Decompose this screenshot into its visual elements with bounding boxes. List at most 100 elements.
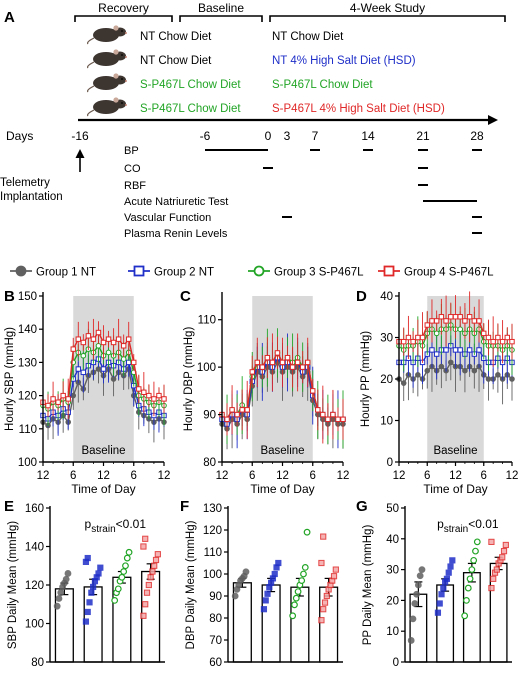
data-point <box>330 573 338 580</box>
data-point <box>419 334 426 341</box>
x-axis-label: Time of Day <box>423 482 487 496</box>
data-point <box>330 411 336 418</box>
day-tick-label: 14 <box>361 129 375 143</box>
data-point <box>60 392 66 399</box>
data-point <box>452 347 459 353</box>
y-tick-label: 0 <box>393 657 399 669</box>
baseline-label: Baseline <box>433 445 477 457</box>
data-point <box>303 528 311 536</box>
data-point <box>95 366 102 372</box>
measurement-label: BP <box>124 145 139 157</box>
data-point <box>254 359 260 366</box>
data-point <box>234 411 240 418</box>
y-axis-label: PP Daily Mean (mmHg) <box>362 525 374 646</box>
data-point <box>318 617 325 624</box>
mouse-nose <box>125 56 127 58</box>
data-point <box>414 581 422 589</box>
data-point <box>85 333 92 339</box>
y-tick-label: 110 <box>204 547 222 559</box>
phase-bracket <box>179 15 263 22</box>
data-point <box>499 338 506 345</box>
data-point <box>438 591 445 598</box>
data-point <box>126 336 132 342</box>
data-point <box>242 568 250 576</box>
data-point <box>401 338 407 345</box>
data-point <box>161 396 167 402</box>
y-tick-label: 80 <box>209 613 222 625</box>
data-point <box>292 594 300 602</box>
diet-right-label: NT 4% High Salt Diet (HSD) <box>272 55 416 67</box>
x-tick-label: 12 <box>337 470 350 482</box>
data-point <box>86 599 93 606</box>
data-point <box>131 359 137 366</box>
data-point <box>433 318 440 324</box>
mouse-eye <box>121 54 123 56</box>
data-point <box>415 334 421 341</box>
data-point <box>105 336 112 342</box>
data-point <box>320 411 326 418</box>
data-point <box>143 589 151 596</box>
data-point <box>320 533 327 540</box>
data-point <box>151 562 158 569</box>
mouse-tail <box>87 109 95 117</box>
data-point <box>457 326 464 333</box>
y-tick-label: 130 <box>18 357 37 369</box>
data-point <box>471 318 478 324</box>
data-point <box>471 367 478 374</box>
y-tick-label: 160 <box>25 503 44 515</box>
y-axis-label: DBP Daily Mean (mmHg) <box>185 520 197 649</box>
data-point <box>239 407 245 413</box>
y-tick-label: 40 <box>380 291 393 303</box>
y-tick-label: 80 <box>31 657 44 669</box>
data-point <box>154 551 161 558</box>
diet-left-label: S-P467L Chow Diet <box>140 103 241 115</box>
y-tick-label: 10 <box>380 416 393 428</box>
data-point <box>229 407 235 413</box>
mouse-tail <box>87 37 95 45</box>
y-tick-label: 90 <box>209 591 222 603</box>
chart-e: E 80 100 120 140 160 pstrain<0.01 SBP Daily Mea… <box>4 498 165 669</box>
days-label: Days <box>6 129 33 143</box>
data-point <box>100 339 107 346</box>
data-point <box>289 612 297 620</box>
data-point <box>151 396 157 402</box>
y-axis-label: Hourly SBP (mmHg) <box>4 327 16 431</box>
y-tick-label: 50 <box>386 503 399 515</box>
data-point <box>45 402 51 409</box>
y-tick-label: 30 <box>386 565 399 577</box>
data-point <box>100 366 107 372</box>
mouse-tail <box>87 61 95 69</box>
data-point <box>463 597 470 604</box>
data-point <box>50 396 56 402</box>
data-point <box>123 554 131 562</box>
data-point <box>55 399 61 405</box>
x-tick-label: 6 <box>424 470 430 482</box>
data-point <box>84 554 91 562</box>
data-point <box>470 556 478 564</box>
data-point <box>301 564 309 571</box>
data-point <box>264 590 271 597</box>
data-point <box>142 601 149 608</box>
y-tick-label: 70 <box>209 635 222 647</box>
y-tick-label: 80 <box>203 457 216 469</box>
mouse-body <box>93 52 119 66</box>
y-tick-label: 30 <box>380 333 393 345</box>
telemetry-label: Implantation <box>0 191 63 203</box>
data-point <box>115 336 122 342</box>
data-point <box>448 314 454 320</box>
data-point <box>466 347 473 353</box>
y-tick-label: 10 <box>386 626 399 638</box>
data-point <box>140 612 147 619</box>
phase-label: Baseline <box>198 1 244 15</box>
mouse-ear <box>113 49 119 55</box>
data-point <box>53 602 61 610</box>
data-point <box>443 347 449 353</box>
panel-label: B <box>4 288 15 305</box>
data-point <box>411 600 419 607</box>
mouse-body <box>93 28 119 42</box>
y-axis-label: Hourly PP (mmHg) <box>360 331 372 427</box>
y-tick-label: 100 <box>18 457 37 469</box>
x-tick-label: 12 <box>97 470 110 482</box>
data-point <box>122 562 129 570</box>
